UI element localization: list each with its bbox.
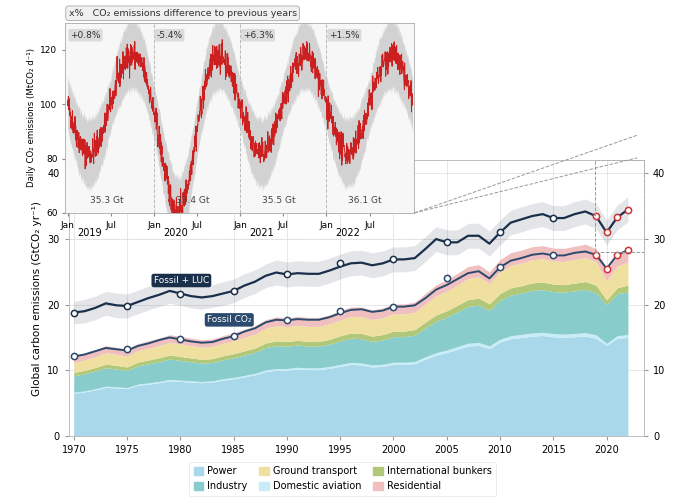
Bar bbox=[595, 160, 644, 252]
Y-axis label: Daily CO₂ emissions (MtCO₂ d⁻¹): Daily CO₂ emissions (MtCO₂ d⁻¹) bbox=[27, 48, 36, 187]
Text: Fossil CO₂: Fossil CO₂ bbox=[207, 315, 251, 324]
Text: 2019: 2019 bbox=[77, 228, 101, 238]
Text: 33.4 Gt: 33.4 Gt bbox=[176, 196, 210, 205]
Text: +6.3%: +6.3% bbox=[242, 31, 273, 40]
Text: 35.5 Gt: 35.5 Gt bbox=[262, 196, 296, 205]
Text: x%   CO₂ emissions difference to previous years: x% CO₂ emissions difference to previous … bbox=[68, 9, 297, 18]
Text: -5.4%: -5.4% bbox=[156, 31, 183, 40]
Y-axis label: Global carbon emissions (GtCO₂ yr⁻¹): Global carbon emissions (GtCO₂ yr⁻¹) bbox=[32, 201, 42, 395]
Text: 36.1 Gt: 36.1 Gt bbox=[349, 196, 382, 205]
Text: +1.5%: +1.5% bbox=[329, 31, 360, 40]
Text: 2021: 2021 bbox=[249, 228, 274, 238]
Text: 35.3 Gt: 35.3 Gt bbox=[90, 196, 123, 205]
Text: 2022: 2022 bbox=[336, 228, 360, 238]
Text: Fossil + LUC: Fossil + LUC bbox=[153, 276, 209, 285]
Text: 2020: 2020 bbox=[163, 228, 188, 238]
Text: +0.8%: +0.8% bbox=[71, 31, 101, 40]
Legend: Power, Industry, Ground transport, Domestic aviation, International bunkers, Res: Power, Industry, Ground transport, Domes… bbox=[189, 461, 496, 496]
